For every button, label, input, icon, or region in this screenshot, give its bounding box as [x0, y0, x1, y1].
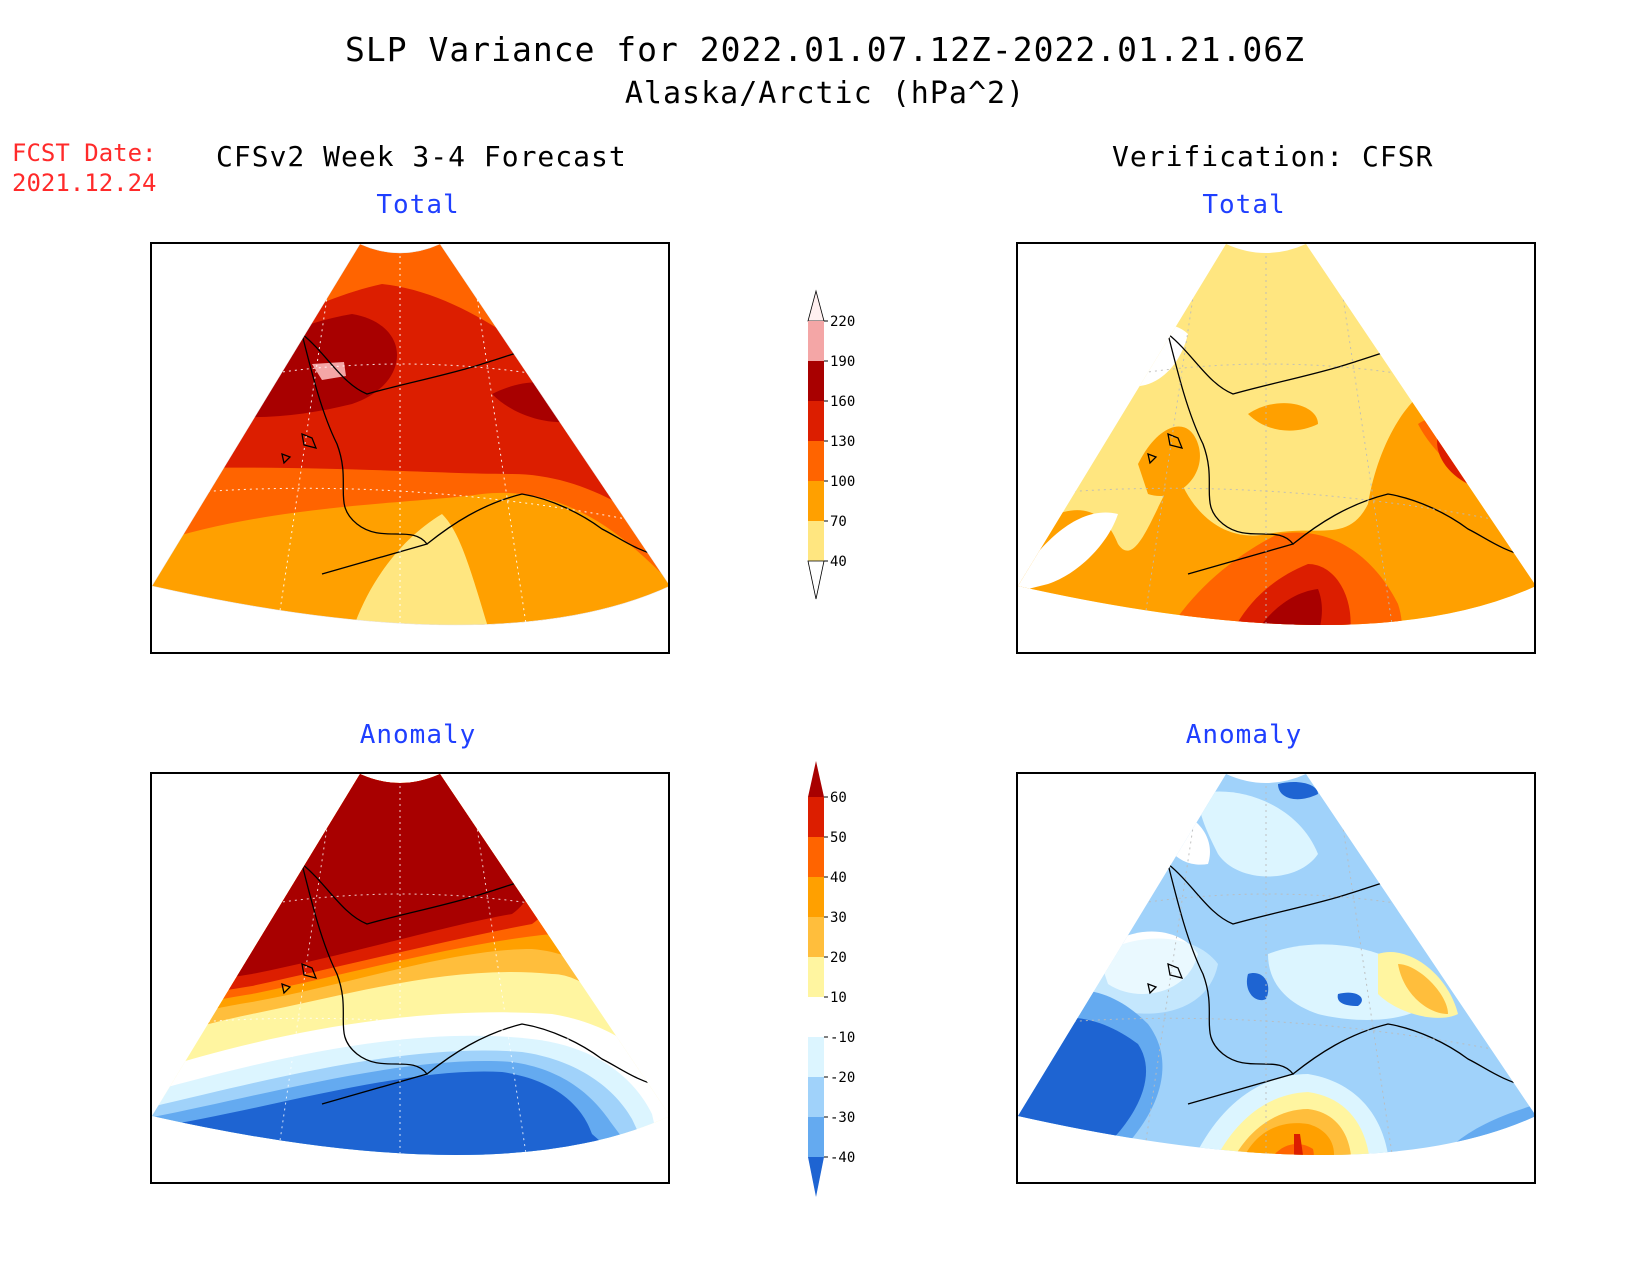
colorbar-swatch	[808, 1037, 824, 1077]
colorbar-tip-bottom	[808, 1157, 824, 1197]
colorbar-swatch	[808, 797, 824, 837]
map-title: SLP Variance for 2022.01.07.12Z-2022.01.…	[345, 30, 1305, 69]
colorbar-label: 130	[830, 434, 855, 450]
colorbar-label: 50	[830, 830, 847, 846]
colorbar-label: 190	[830, 354, 855, 370]
colorbar-label: 60	[830, 790, 847, 806]
colorbar-swatch	[808, 917, 824, 957]
colorbar-label: 160	[830, 394, 855, 410]
colorbar-swatch	[808, 837, 824, 877]
colorbar-swatch	[808, 877, 824, 917]
verification-anomaly-title: Anomaly	[1185, 720, 1303, 750]
right-column-title: Verification: CFSR	[1112, 140, 1434, 173]
colorbar-label: 100	[830, 474, 855, 490]
colorbar-label: 30	[830, 910, 847, 926]
colorbar-tip-top	[807, 289, 825, 322]
fcst-date-label: FCST Date:	[12, 139, 157, 167]
colorbar-swatch	[808, 1077, 824, 1117]
forecast-total-map	[150, 242, 670, 654]
colorbar-label: 220	[830, 314, 855, 330]
colorbar-swatch	[808, 997, 824, 1037]
forecast-total-title: Total	[376, 190, 460, 220]
colorbar-label: 10	[830, 990, 847, 1006]
colorbar-swatch	[808, 401, 824, 441]
colorbar-swatch	[808, 481, 824, 521]
colorbar-swatch	[808, 441, 824, 481]
colorbar-swatch	[808, 361, 824, 401]
colorbar-swatch	[808, 521, 824, 561]
colorbar-label: 70	[830, 514, 847, 530]
colorbar-swatch	[808, 321, 824, 361]
verification-anomaly-map	[1016, 772, 1536, 1184]
colorbar-swatch	[808, 1117, 824, 1157]
colorbar-tip-top	[808, 761, 824, 797]
left-column-title: CFSv2 Week 3-4 Forecast	[216, 140, 627, 173]
colorbar-label: 40	[830, 554, 847, 570]
verification-total-map	[1016, 242, 1536, 654]
forecast-anomaly-title: Anomaly	[359, 720, 477, 750]
colorbar-swatch	[808, 957, 824, 997]
colorbar-label: -40	[830, 1150, 855, 1166]
fcst-date-value: 2021.12.24	[12, 169, 157, 197]
verification-total-title: Total	[1202, 190, 1286, 220]
colorbar-label: 40	[830, 870, 847, 886]
colorbar-label: 20	[830, 950, 847, 966]
colorbar-label: -30	[830, 1110, 855, 1126]
colorbar-label: -10	[830, 1030, 855, 1046]
forecast-anomaly-map	[150, 772, 670, 1184]
colorbar-label: -20	[830, 1070, 855, 1086]
colorbar-tip-bottom	[807, 560, 825, 600]
fcst-date: FCST Date: 2021.12.24	[12, 138, 157, 198]
anomaly-colorbar: 60 50 40 30 20 10 -10 -20 -30 -40	[790, 755, 870, 1209]
map-subtitle: Alaska/Arctic (hPa^2)	[624, 76, 1026, 111]
total-colorbar: 220 190 160 130 100 70 40	[790, 285, 870, 619]
